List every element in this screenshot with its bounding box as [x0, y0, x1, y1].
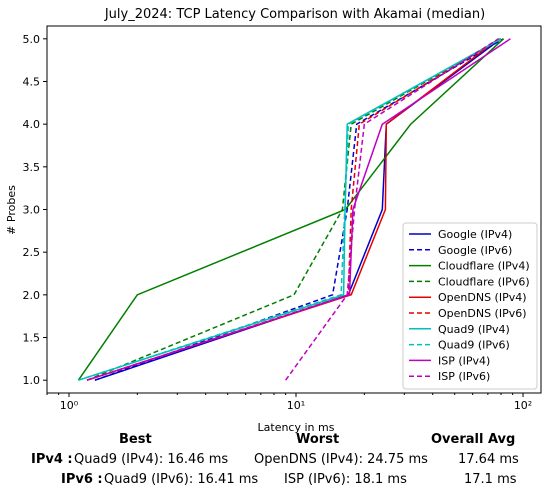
ipv6-overall: 17.1 ms: [464, 472, 517, 487]
legend-label: Google (IPv4): [438, 228, 512, 241]
legend-label: ISP (IPv6): [438, 370, 490, 383]
y-tick-label: 1.0: [23, 374, 41, 387]
legend-label: Cloudflare (IPv6): [438, 275, 530, 288]
y-tick-label: 1.5: [23, 332, 41, 345]
y-tick-label: 4.5: [23, 75, 41, 88]
ipv4-best: Quad9 (IPv4): 16.46 ms: [74, 452, 229, 467]
legend-box: [402, 222, 538, 390]
legend: Google (IPv4) Google (IPv6) Cloudflare (IP…: [402, 222, 538, 390]
plot-lines: [77, 38, 511, 381]
legend-label: Cloudflare (IPv4): [438, 260, 530, 273]
worst-header: Worst: [296, 432, 340, 447]
ipv4-overall: 17.64 ms: [458, 452, 519, 467]
legend-label: OpenDNS (IPv4): [438, 291, 527, 304]
ipv6-row-label: IPv6 :: [61, 472, 103, 487]
y-tick-label: 5.0: [23, 33, 41, 46]
y-axis-label: # Probes: [5, 185, 18, 235]
y-axis: 1.0 1.5 2.0 2.5 3.0 3.5 4.0 4.5 5.0: [23, 33, 47, 387]
legend-label: ISP (IPv4): [438, 354, 490, 367]
legend-label: OpenDNS (IPv6): [438, 307, 527, 320]
x-tick-label: 10⁰: [60, 399, 79, 412]
ipv4-row-label: IPv4 :: [31, 452, 73, 467]
x-tick-label: 10²: [514, 399, 532, 412]
legend-label: Quad9 (IPv4): [438, 323, 510, 336]
x-axis-label: Latency in ms: [258, 421, 335, 434]
y-tick-label: 3.0: [23, 204, 41, 217]
series-line-7: [78, 38, 502, 381]
best-header: Best: [119, 432, 152, 447]
y-tick-label: 3.5: [23, 161, 41, 174]
series-line-9: [284, 38, 499, 381]
series-line-8: [86, 38, 511, 381]
ipv6-worst: ISP (IPv6): 18.1 ms: [284, 472, 407, 487]
y-tick-label: 2.5: [23, 246, 41, 259]
ipv6-best: Quad9 (IPv6): 16.41 ms: [104, 472, 259, 487]
x-tick-label: 10¹: [287, 399, 305, 412]
legend-label: Quad9 (IPv6): [438, 339, 510, 352]
chart-title: July_2024: TCP Latency Comparison with A…: [104, 7, 485, 22]
y-tick-label: 4.0: [23, 118, 41, 131]
overall-header: Overall Avg: [431, 432, 516, 447]
ipv4-worst: OpenDNS (IPv4): 24.75 ms: [254, 452, 428, 467]
x-axis: 10⁰ 10¹ 10²: [46, 393, 532, 412]
legend-label: Google (IPv6): [438, 244, 512, 257]
series-line-5: [86, 38, 501, 381]
series-line-3: [86, 38, 502, 381]
y-tick-label: 2.0: [23, 289, 41, 302]
